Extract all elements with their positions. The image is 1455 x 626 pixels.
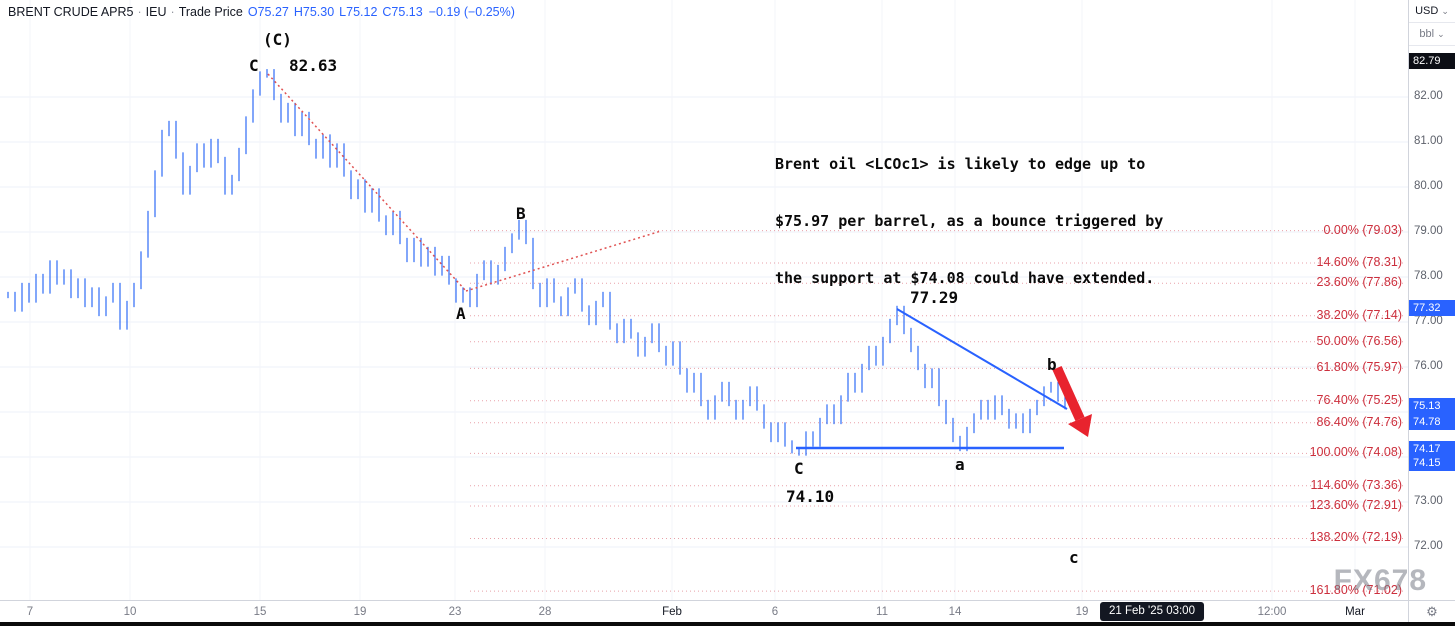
price-badge: 74.17 xyxy=(1409,441,1455,458)
price-axis-label: 73.00 xyxy=(1414,495,1443,507)
time-axis-label: Feb xyxy=(662,606,682,618)
high-value: H75.30 xyxy=(293,5,335,19)
currency-label: USD xyxy=(1415,5,1439,17)
time-axis-label: 11 xyxy=(876,606,888,618)
descending-trendline[interactable] xyxy=(896,308,1068,410)
fib-label: 50.00% (76.56) xyxy=(1316,333,1402,348)
wave-label[interactable]: (C) xyxy=(263,30,292,49)
price-axis[interactable]: USD ⌄ bbl ⌄ 82.00 81.00 80.00 79.00 78.00 77.… xyxy=(1408,0,1455,600)
fib-label: 38.20% (77.14) xyxy=(1316,307,1402,322)
price-axis-label: 80.00 xyxy=(1414,180,1443,192)
change-value: −0.19 (−0.25%) xyxy=(428,5,515,19)
fib-label: 76.40% (75.25) xyxy=(1316,392,1402,407)
fib-label: 138.20% (72.19) xyxy=(1309,530,1402,545)
price-badge: 77.32 xyxy=(1409,299,1455,316)
wave-guideline-up[interactable] xyxy=(465,230,662,292)
fib-label: 114.60% (73.36) xyxy=(1310,477,1403,492)
close-value: C75.13 xyxy=(382,5,423,19)
time-axis-label: 19 xyxy=(353,606,367,618)
chevron-down-icon: ⌄ xyxy=(1441,5,1449,16)
fib-label: 100.00% (74.08) xyxy=(1309,445,1402,460)
time-axis-label: Mar xyxy=(1345,606,1365,618)
time-axis-label: 23 xyxy=(448,606,462,618)
fib-label: 86.40% (74.76) xyxy=(1316,414,1402,429)
fib-label: 23.60% (77.86) xyxy=(1316,275,1402,290)
wave-label[interactable]: A xyxy=(456,304,466,323)
low-value: L75.12 xyxy=(339,5,378,19)
wave-label[interactable]: C xyxy=(794,459,804,478)
projection-arrow-shaft[interactable] xyxy=(1052,365,1085,422)
time-axis-label: 28 xyxy=(538,606,552,618)
time-axis-label: 19 xyxy=(1075,606,1089,618)
fib-label: 123.60% (72.91) xyxy=(1309,498,1402,513)
symbol-legend[interactable]: BRENT CRUDE APR5 · IEU · Trade Price O75.27 H7… xyxy=(8,5,515,19)
time-axis-label: 14 xyxy=(948,606,962,618)
fib-label: 161.80% (71.02) xyxy=(1309,583,1402,598)
analyst-note: Brent oil <LCOc1> is likely to edge up t… xyxy=(775,117,1163,326)
time-axis-label: 6 xyxy=(771,606,779,618)
separator-dot: · xyxy=(170,5,175,19)
price-badge: 74.78 xyxy=(1409,413,1455,430)
gear-icon: ⚙ xyxy=(1426,603,1438,619)
wave-label[interactable]: b xyxy=(1047,355,1057,374)
price-axis-label: 81.00 xyxy=(1414,135,1443,147)
fib-label: 14.60% (78.31) xyxy=(1316,255,1402,270)
wave-label[interactable]: c xyxy=(1069,548,1079,567)
price-axis-label: 78.00 xyxy=(1414,270,1443,282)
price-axis-label: 77.00 xyxy=(1414,315,1443,327)
currency-selector[interactable]: USD ⌄ xyxy=(1409,0,1455,23)
time-axis-label: 12:00 xyxy=(1257,606,1287,618)
chart-canvas[interactable] xyxy=(0,0,1408,600)
wave-label[interactable]: B xyxy=(516,204,526,223)
unit-label: bbl xyxy=(1419,28,1435,40)
watermark: FX678 xyxy=(1333,564,1427,597)
fib-label: 61.80% (75.97) xyxy=(1316,360,1402,375)
wave-label[interactable]: 77.29 xyxy=(910,288,959,307)
wave-label[interactable]: a xyxy=(955,455,965,474)
price-axis-label: 79.00 xyxy=(1414,225,1443,237)
wave-label[interactable]: C xyxy=(249,56,259,75)
crosshair-time-badge: 21 Feb '25 03:00 xyxy=(1100,602,1204,621)
wave-label[interactable]: 74.10 xyxy=(786,487,835,506)
analyst-note-line: the support at $74.08 could have extende… xyxy=(775,269,1155,287)
fib-label: 0.00% (79.03) xyxy=(1323,222,1402,237)
time-axis-label: 10 xyxy=(123,606,137,618)
symbol-name[interactable]: BRENT CRUDE APR5 xyxy=(8,5,134,19)
price-axis-label: 72.00 xyxy=(1414,540,1443,552)
exchange-name: IEU xyxy=(145,5,167,19)
price-badge: 74.15 xyxy=(1409,455,1455,471)
unit-selector[interactable]: bbl ⌄ xyxy=(1409,23,1455,46)
wave-label[interactable]: 82.63 xyxy=(289,56,338,75)
price-badge: 82.79 xyxy=(1409,53,1455,70)
time-axis-label: 7 xyxy=(26,606,34,618)
price-badge: 75.13 xyxy=(1409,398,1455,415)
wave-guideline-down[interactable] xyxy=(267,73,467,292)
price-axis-label: 82.00 xyxy=(1414,90,1443,102)
projection-arrow-head[interactable] xyxy=(1068,414,1092,437)
series-type-label: Trade Price xyxy=(178,5,243,19)
time-axis-label: 15 xyxy=(253,606,267,618)
chevron-down-icon: ⌄ xyxy=(1437,28,1445,39)
analyst-note-line: $75.97 per barrel, as a bounce triggered… xyxy=(775,212,1164,230)
time-axis[interactable]: 7 10 15 19 23 28 Feb 6 11 14 19 12:00 Mar 21 Feb '25 … xyxy=(0,600,1455,622)
bottom-border xyxy=(0,622,1455,626)
separator-dot: · xyxy=(137,5,142,19)
open-value: O75.27 xyxy=(247,5,289,19)
axis-settings-button[interactable]: ⚙ xyxy=(1408,600,1455,622)
analyst-note-line: Brent oil <LCOc1> is likely to edge up t… xyxy=(775,155,1146,173)
price-axis-label: 76.00 xyxy=(1414,360,1443,372)
